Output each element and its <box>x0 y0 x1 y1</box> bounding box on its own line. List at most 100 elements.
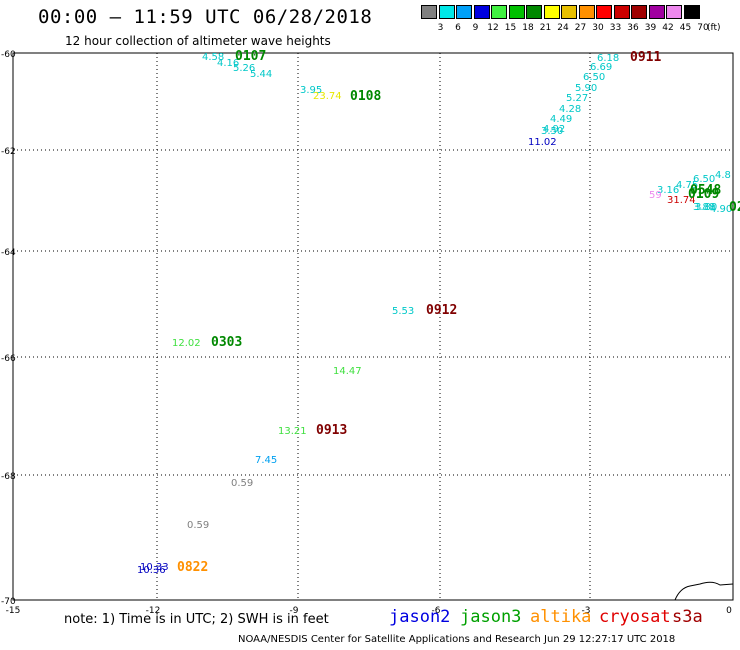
wave-height-value: 23.74 <box>313 91 342 102</box>
legend-swatch <box>666 5 682 19</box>
wave-height-value: 3.95 <box>300 85 322 96</box>
legend-swatch <box>456 5 472 19</box>
coastline <box>674 581 734 601</box>
y-tick-label: -60 <box>1 50 16 60</box>
y-tick-label: -62 <box>1 147 16 157</box>
legend-label: 45 <box>679 23 692 33</box>
x-tick-label: -6 <box>432 606 441 616</box>
wave-height-value: 6.50 <box>693 174 715 185</box>
wave-height-value: 0.59 <box>187 520 209 531</box>
wave-height-value: 4.58 <box>202 52 224 63</box>
wave-height-value: 5.27 <box>566 93 588 104</box>
legend-label: 21 <box>539 23 552 33</box>
legend-label: 36 <box>627 23 639 33</box>
satellite-jason2: jason2 <box>389 607 451 627</box>
wave-height-value: 4.75 <box>676 180 698 191</box>
legend-swatch <box>631 5 647 19</box>
wave-height-value: 4.49 <box>550 114 572 125</box>
wave-height-value: 5.90 <box>575 83 597 94</box>
pass-time-label: 0913 <box>316 423 347 438</box>
legend-label: 3 <box>437 23 444 33</box>
satellite-cryosat: cryosat <box>599 607 671 627</box>
legend-swatch <box>683 5 700 19</box>
wave-height-value: 3.80 <box>695 202 717 213</box>
legend-swatch <box>648 5 665 19</box>
y-tick-label: -64 <box>1 248 16 258</box>
legend-swatch <box>596 5 612 19</box>
legend-swatch <box>421 5 437 19</box>
satellite-altika: altika <box>530 607 592 627</box>
wave-height-value: 4.28 <box>559 104 581 115</box>
legend-unit: (ft) <box>707 23 721 33</box>
wave-height-value: 6.50 <box>583 72 605 83</box>
wave-height-value: 11.02 <box>528 137 557 148</box>
legend-swatch <box>491 5 507 19</box>
pass-time-label: 0911 <box>630 50 661 65</box>
wave-height-value: 4.16 <box>217 58 239 69</box>
pass-time-label: 0108 <box>350 89 381 104</box>
y-tick-label: -66 <box>1 354 16 364</box>
pass-time-label: 0822 <box>177 560 208 575</box>
map-frame <box>12 52 734 601</box>
legend-swatch <box>543 5 560 19</box>
wave-height-value: 7.45 <box>255 455 277 466</box>
wave-height-value: 14.47 <box>333 366 362 377</box>
legend-swatch <box>508 5 525 19</box>
legend-swatch <box>438 5 455 19</box>
legend-label: 24 <box>557 23 569 33</box>
legend-label: 33 <box>609 23 622 33</box>
satellite-jason3: jason3 <box>460 607 522 627</box>
legend-swatch <box>526 5 542 19</box>
page-subtitle: 12 hour collection of altimeter wave hei… <box>65 34 331 48</box>
legend-label: 15 <box>504 23 517 33</box>
legend-label: 70 <box>697 23 709 33</box>
x-tick-label: -15 <box>6 606 21 616</box>
wave-height-value: 10.33 <box>140 562 169 573</box>
page-title: 00:00 – 11:59 UTC 06/28/2018 <box>38 6 373 28</box>
x-tick-label: -12 <box>146 606 161 616</box>
satellite-s3a: s3a <box>672 607 703 627</box>
legend-swatch <box>561 5 577 19</box>
pass-time-label: 0109 <box>688 187 719 202</box>
wave-height-value: 4.8 <box>715 170 731 181</box>
x-tick-label: 0 <box>726 606 732 616</box>
legend-label: 9 <box>472 23 479 33</box>
credit-line: NOAA/NESDIS Center for Satellite Applica… <box>238 634 676 645</box>
wave-height-value: 3.16 <box>657 185 679 196</box>
wave-height-value: 3.50 <box>541 126 563 137</box>
wave-height-value: 5.44 <box>250 69 272 80</box>
legend-label: 39 <box>644 23 657 33</box>
legend-label: 42 <box>662 23 674 33</box>
y-tick-label: -68 <box>1 472 16 482</box>
legend-swatch <box>613 5 630 19</box>
wave-height-value: 5.26 <box>233 63 255 74</box>
x-tick-label: -3 <box>582 606 591 616</box>
wave-height-value: 0.59 <box>231 478 253 489</box>
wave-height-value: 10.36 <box>137 565 166 576</box>
pass-time-label: 0548 <box>690 183 721 198</box>
legend-label: 27 <box>574 23 587 33</box>
pass-time-label: 0912 <box>426 303 457 318</box>
legend-swatch <box>578 5 595 19</box>
wave-height-value: 4.92 <box>543 124 565 135</box>
wave-height-value: 13.21 <box>278 426 307 437</box>
legend-label: 12 <box>487 23 499 33</box>
wave-height-value: 6.18 <box>597 53 619 64</box>
wave-height-value: 5.53 <box>392 306 414 317</box>
legend-label: 30 <box>592 23 604 33</box>
wave-height-value: 6.69 <box>590 62 612 73</box>
pass-time-label: 02 <box>729 200 740 215</box>
x-tick-label: -9 <box>290 606 299 616</box>
legend-label: 6 <box>455 23 461 33</box>
wave-height-value: 59 <box>649 190 662 201</box>
y-tick-label: -70 <box>1 597 16 607</box>
legend-label: 18 <box>522 23 534 33</box>
wave-height-value: 12.02 <box>172 338 201 349</box>
pass-time-label: 0107 <box>235 49 266 64</box>
legend-swatch <box>473 5 490 19</box>
pass-time-label: 0303 <box>211 335 242 350</box>
footnote: note: 1) Time is in UTC; 2) SWH is in fe… <box>64 612 329 627</box>
wave-height-value: 3.88 <box>693 202 715 213</box>
wave-height-value: 31.74 <box>667 195 696 206</box>
